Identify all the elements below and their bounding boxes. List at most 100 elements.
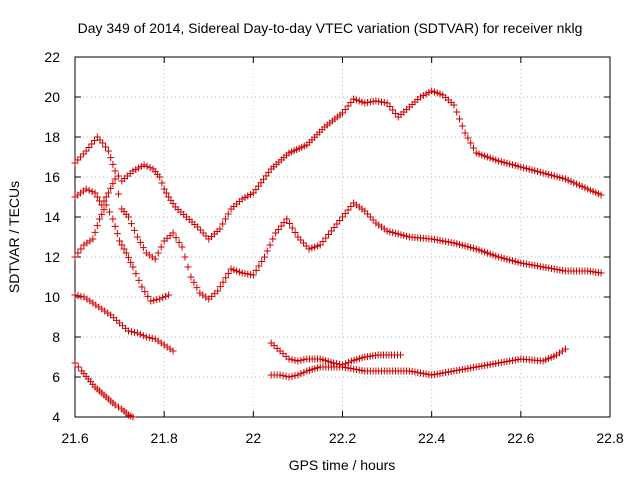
data-point: [279, 372, 287, 380]
data-point: [216, 225, 224, 233]
data-point: [162, 189, 170, 197]
data-point: [157, 243, 165, 251]
data-point: [294, 371, 302, 379]
series-track-lower-left: [71, 201, 173, 305]
data-point: [130, 328, 138, 336]
data-point: [288, 356, 296, 364]
series-track-right-lower: [267, 345, 569, 381]
y-tick-label: 10: [44, 289, 60, 305]
series-track-middle: [71, 175, 605, 303]
x-tick-label: 21.6: [61, 430, 88, 446]
data-point: [153, 296, 161, 304]
data-point: [111, 175, 119, 183]
data-point: [102, 201, 110, 209]
data-point: [132, 270, 140, 278]
data-point: [140, 161, 148, 169]
y-axis-label: SDTVAR / TECUs: [6, 181, 22, 293]
x-tick-labels: 21.6 21.8 22 22.2 22.4 22.6 22.8: [61, 430, 623, 446]
data-point: [162, 292, 170, 300]
data-point: [396, 351, 404, 359]
data-point: [136, 330, 144, 338]
data-point: [133, 233, 141, 241]
data-point: [104, 147, 112, 155]
y-tick-label: 16: [44, 169, 60, 185]
data-point: [283, 215, 291, 223]
data-point: [114, 190, 122, 198]
data-point: [214, 287, 222, 295]
data-point: [141, 288, 149, 296]
data-point: [190, 278, 198, 286]
series-track-upper: [71, 87, 605, 243]
data-point: [181, 253, 189, 261]
data-point: [276, 371, 284, 379]
data-point: [133, 329, 141, 337]
data-point: [111, 222, 119, 230]
data-point: [169, 229, 177, 237]
data-point: [146, 164, 154, 172]
data-point: [175, 238, 183, 246]
data-point: [169, 347, 177, 355]
x-tick-label: 21.8: [151, 430, 178, 446]
x-tick-label: 22.4: [418, 430, 445, 446]
data-point: [258, 258, 266, 265]
data-point: [109, 160, 117, 168]
y-tick-label: 22: [44, 49, 60, 65]
data-point: [139, 244, 147, 252]
data-point: [122, 249, 130, 257]
data-point: [125, 327, 132, 335]
data-point: [135, 276, 143, 284]
data-point: [224, 210, 232, 218]
data-point: [286, 220, 294, 227]
data-point: [143, 162, 151, 170]
series-track-lower-3: [71, 359, 137, 421]
y-tick-label: 4: [52, 409, 60, 425]
data-point: [98, 210, 106, 218]
y-tick-labels: 4 6 8 10 12 14 16 18 20 22: [44, 49, 60, 425]
data-point: [165, 291, 173, 299]
data-point: [109, 180, 117, 188]
data-point: [469, 144, 477, 152]
data-point: [125, 213, 132, 221]
data-point: [100, 197, 108, 205]
data-point: [148, 334, 156, 342]
data-point: [107, 184, 115, 192]
data-point: [151, 255, 159, 263]
data-point: [88, 188, 96, 196]
data-point: [255, 262, 263, 270]
data-point: [71, 359, 79, 367]
data-point: [224, 269, 232, 277]
data-point: [288, 224, 296, 232]
data-point: [266, 241, 274, 249]
data-point: [77, 245, 85, 253]
data-point: [109, 215, 117, 223]
data-point: [300, 356, 308, 364]
data-point: [118, 241, 126, 249]
data-point: [285, 373, 293, 381]
data-point: [139, 332, 147, 340]
data-point: [330, 359, 338, 367]
data-point: [129, 413, 137, 421]
data-point: [294, 357, 302, 365]
data-point: [282, 372, 290, 380]
data-point: [221, 215, 229, 223]
data-point: [156, 295, 164, 303]
series-track-lower-2: [71, 291, 177, 355]
series-track-right-upper: [267, 339, 404, 369]
data-point: [597, 269, 605, 277]
data-point: [136, 238, 144, 246]
x-tick-label: 22.2: [329, 430, 356, 446]
data-point: [85, 186, 93, 194]
data-point: [172, 234, 180, 242]
data-point: [269, 235, 277, 243]
data-point: [450, 101, 458, 109]
data-point: [82, 185, 90, 193]
data-point: [252, 267, 260, 274]
data-point: [144, 292, 152, 300]
chart-title: Day 349 of 2014, Sidereal Day-to-day VTE…: [78, 20, 583, 36]
data-point: [154, 249, 162, 257]
data-point: [285, 355, 293, 363]
data-point: [130, 226, 138, 234]
data-point: [467, 139, 475, 147]
data-point: [74, 363, 82, 371]
data-point: [193, 284, 201, 292]
